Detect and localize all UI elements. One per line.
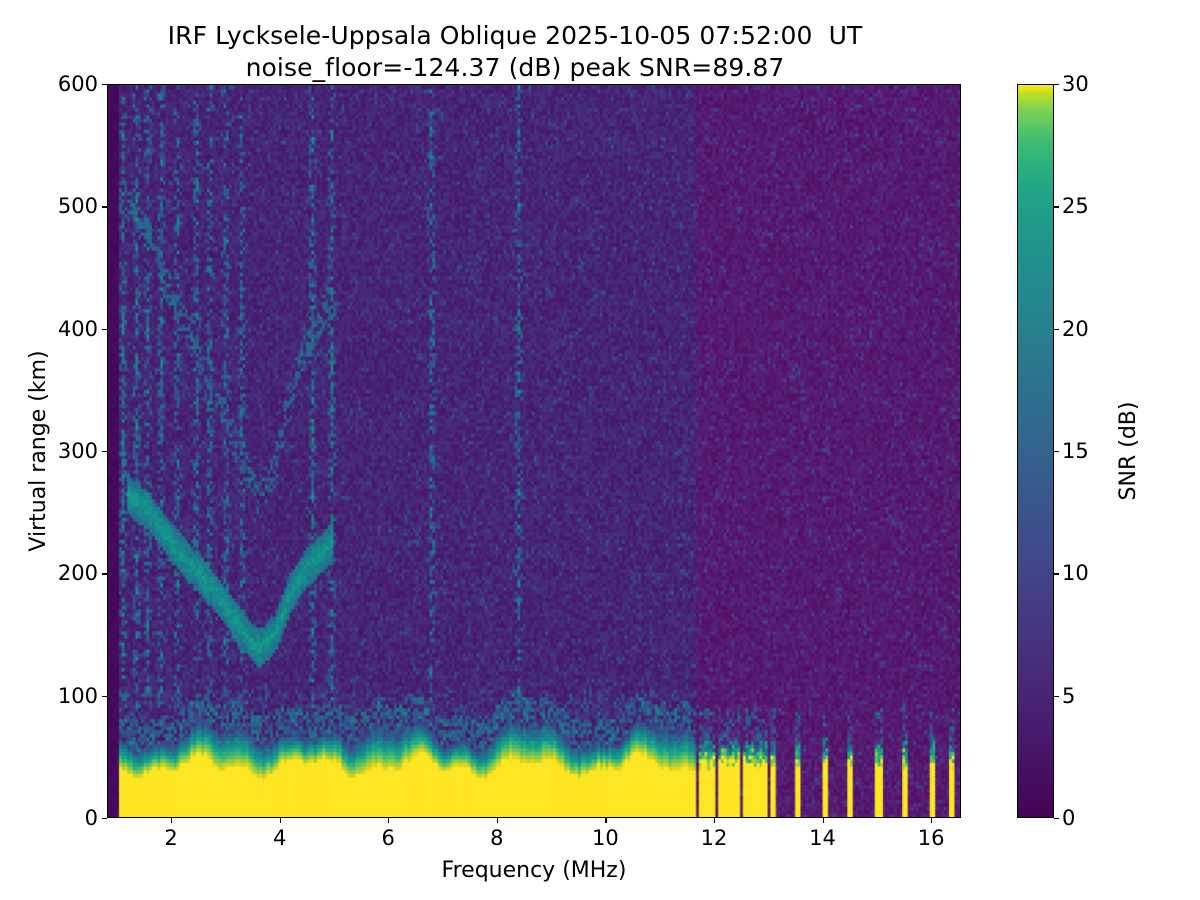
y-tick-400 [102,328,107,330]
colorbar-tick-5 [1054,695,1059,697]
x-tick-label-4: 4 [272,826,287,850]
y-tick-label-400: 400 [57,316,98,341]
colorbar-tick-label-25: 25 [1062,194,1089,219]
y-tick-500 [102,206,107,208]
y-tick-0 [102,818,107,820]
x-tick-4 [279,818,281,823]
y-tick-200 [102,573,107,575]
x-tick-16 [931,818,933,823]
colorbar-tick-25 [1054,206,1059,208]
y-tick-600 [102,84,107,86]
y-tick-label-100: 100 [57,683,98,708]
y-tick-label-600: 600 [57,72,98,96]
x-tick-label-6: 6 [381,826,395,850]
x-axis-label: Frequency (MHz) [441,858,627,883]
chart-title: IRF Lycksele-Uppsala Oblique 2025-10-05 … [0,20,1030,84]
y-tick-300 [102,451,107,453]
x-tick-12 [713,818,716,823]
x-tick-label-8: 8 [490,826,504,850]
plot-area[interactable] [107,84,961,818]
colorbar-tick-label-0: 0 [1062,806,1076,830]
colorbar-tick-30 [1054,84,1059,86]
x-tick-8 [496,818,498,823]
colorbar-tick-label-30: 30 [1062,72,1089,96]
x-tick-6 [388,818,390,823]
chart-title-line1: IRF Lycksele-Uppsala Oblique 2025-10-05 … [167,21,863,50]
colorbar-tick-label-15: 15 [1062,439,1089,463]
colorbar-tick-label-20: 20 [1062,316,1089,341]
colorbar-tick-10 [1054,573,1059,575]
x-tick-label-10: 10 [592,826,619,850]
x-tick-label-16: 16 [917,826,945,850]
y-axis-label: Virtual range (km) [26,350,51,552]
x-tick-label-14: 14 [809,826,836,850]
ionogram-heatmap[interactable] [108,85,960,817]
colorbar-label: SNR (dB) [1116,401,1141,501]
colorbar-tick-15 [1054,451,1059,453]
x-tick-2 [171,818,173,823]
colorbar[interactable] [1017,84,1054,818]
y-tick-label-200: 200 [57,561,98,586]
colorbar-tick-20 [1054,328,1059,330]
colorbar-tick-0 [1054,818,1059,820]
x-tick-label-2: 2 [164,826,178,850]
chart-title-line2: noise_floor=-124.37 (dB) peak SNR=89.87 [245,53,785,82]
y-tick-label-300: 300 [57,439,98,463]
x-tick-10 [605,818,607,823]
colorbar-tick-label-5: 5 [1062,683,1076,708]
x-tick-14 [822,818,824,823]
x-tick-label-12: 12 [700,826,728,850]
colorbar-tick-label-10: 10 [1062,561,1089,586]
y-tick-label-0: 0 [84,806,98,830]
y-tick-100 [102,695,107,697]
y-tick-label-500: 500 [57,194,98,219]
